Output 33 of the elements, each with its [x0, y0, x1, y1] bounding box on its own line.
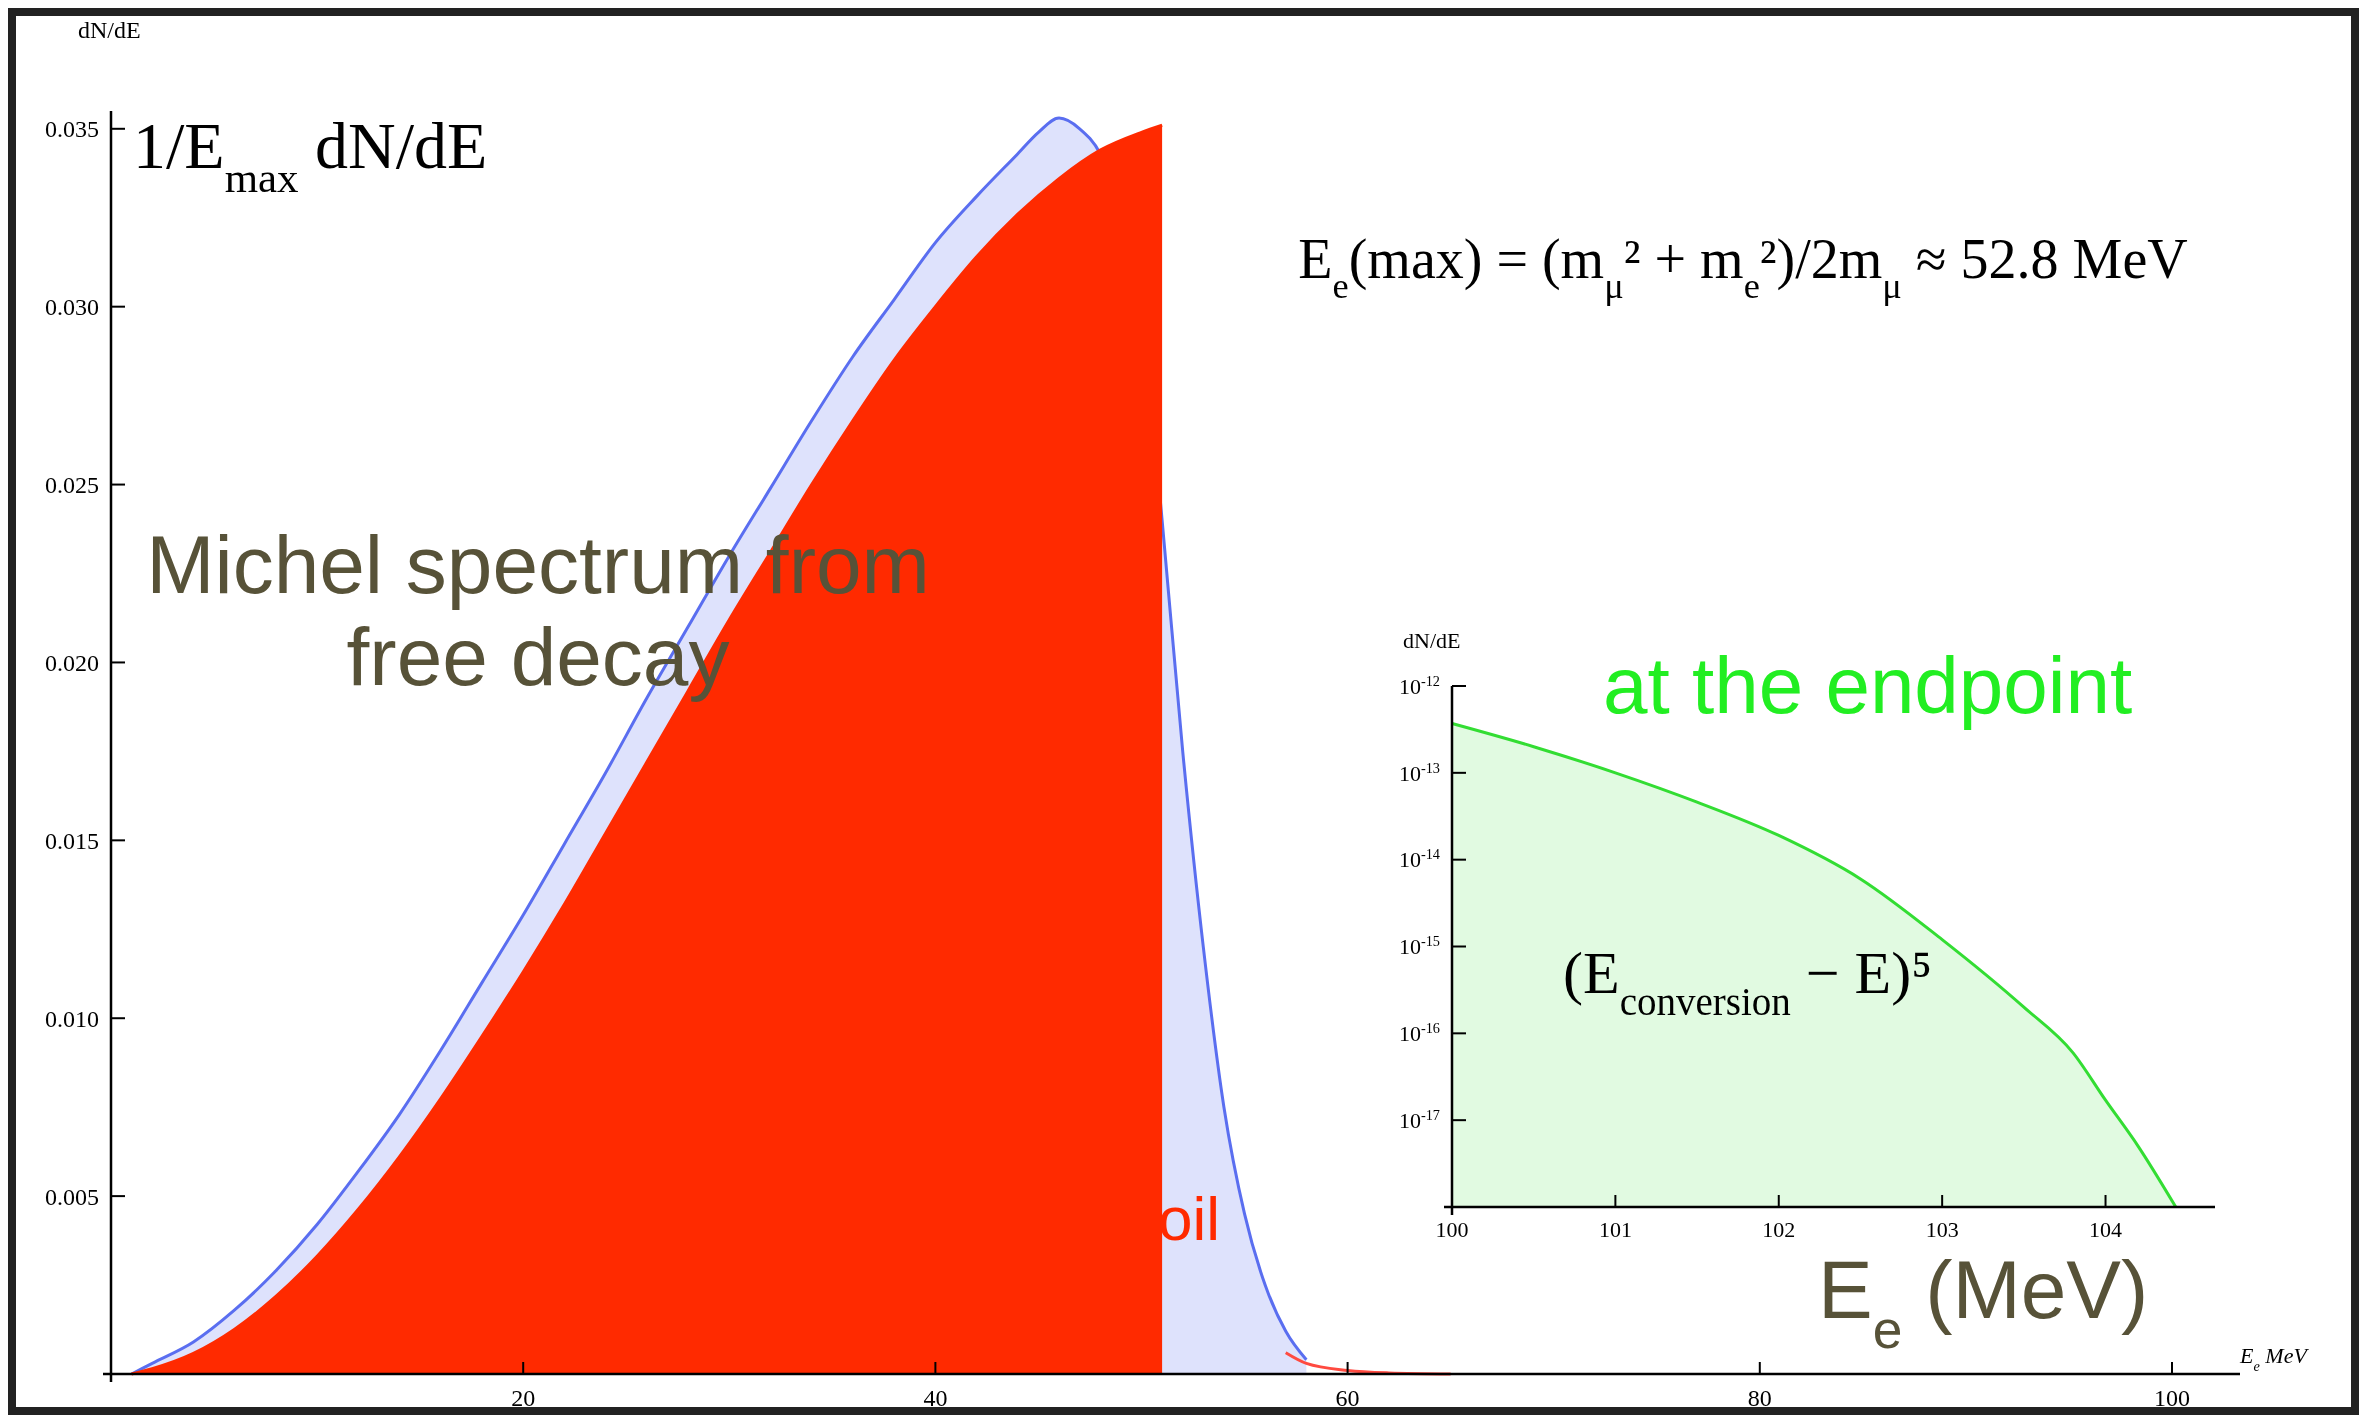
annotation: 1/E$_{max}$ dN/dE — [133, 109, 488, 201]
y-tick-label: 0.010 — [45, 1005, 99, 1032]
y-axis-title: dN/dE — [1403, 628, 1461, 653]
line-series — [1284, 1351, 1453, 1376]
x-tick-label: 60 — [1335, 1385, 1360, 1411]
y-tick-label: 0.030 — [45, 294, 99, 321]
y-axis-title: dN/dE — [78, 17, 141, 43]
y-tick-label: 0.025 — [45, 471, 99, 498]
x-tick-label: 101 — [1598, 1217, 1632, 1242]
x-tick-label: 103 — [1925, 1217, 1959, 1242]
x-tick-label: 100 — [2153, 1385, 2190, 1411]
x-tick-label: 40 — [923, 1385, 948, 1411]
y-tick-label: 10$^{-13}$ — [1398, 759, 1440, 786]
x-tick-label: 102 — [1762, 1217, 1796, 1242]
x-axis-title: E$_{e}$ MeV — [2239, 1343, 2310, 1374]
y-tick-label: 0.005 — [45, 1183, 99, 1210]
y-tick-label: 0.020 — [45, 649, 99, 676]
y-tick-label: 10$^{-16}$ — [1398, 1020, 1440, 1047]
x-tick-label: 20 — [511, 1385, 536, 1411]
x-tick-label: 104 — [2089, 1217, 2123, 1242]
y-tick-label: 10$^{-12}$ — [1398, 672, 1440, 699]
y-tick-label: 0.035 — [45, 116, 99, 143]
y-tick-label: 10$^{-17}$ — [1398, 1106, 1440, 1133]
annotation: at the endpoint — [1603, 641, 2133, 730]
y-tick-label: 10$^{-15}$ — [1398, 933, 1440, 960]
x-tick-label: 80 — [1747, 1385, 1772, 1411]
x-tick-label: 100 — [1435, 1217, 1469, 1242]
annotation: oil — [1158, 1184, 1221, 1253]
y-tick-label: 0.015 — [45, 827, 99, 854]
annotation: (E$_{conversion}$ − E)⁵ — [1563, 940, 1933, 1023]
y-tick-label: 10$^{-14}$ — [1398, 846, 1440, 873]
text: E$_{e}$(max) = (m$_{μ}$² + m$_{e}$²)/2m$_{μ}$ ≈ 52.8 MeV — [1298, 228, 2188, 306]
x-axis-title: E$_{e}$ (MeV) — [1818, 1244, 2149, 1359]
